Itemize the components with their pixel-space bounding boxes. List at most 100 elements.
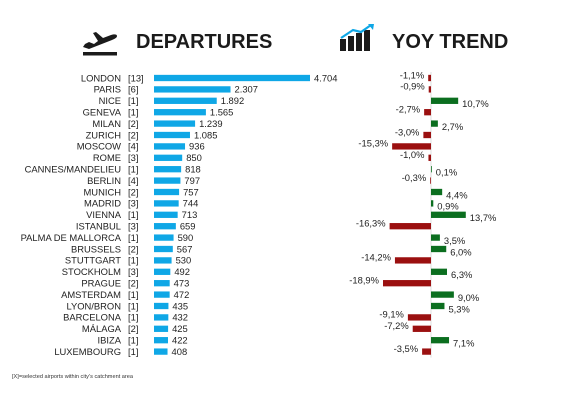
yoy-value-label: 6,3%: [451, 269, 472, 280]
departures-bar: [154, 314, 169, 321]
yoy-value-label: -0,3%: [402, 172, 427, 183]
departures-value-label: 425: [172, 323, 188, 334]
yoy-bar: [428, 74, 431, 82]
departures-value-label: 408: [172, 346, 188, 357]
city-label: BARCELONA: [63, 312, 122, 323]
departures-value-label: 659: [180, 221, 196, 232]
airport-count-label: [1]: [128, 209, 138, 220]
departures-bar: [154, 280, 170, 287]
airport-count-label: [2]: [128, 278, 138, 289]
departures-value-label: 432: [172, 312, 188, 323]
departures-bar: [154, 268, 171, 275]
yoy-bar: [431, 200, 434, 207]
airport-count-label: [1]: [128, 289, 138, 300]
departures-value-label: 713: [182, 209, 198, 220]
yoy-value-label: -16,3%: [356, 218, 386, 229]
departures-header: DEPARTURES: [136, 31, 272, 53]
airport-count-label: [1]: [128, 255, 138, 266]
city-label: LYON/BRON: [66, 300, 121, 311]
yoy-bar: [423, 131, 431, 139]
airport-count-label: [1]: [128, 232, 138, 243]
yoy-bar: [431, 211, 466, 218]
yoy-value-label: -14,2%: [361, 252, 391, 263]
airport-count-label: [1]: [128, 107, 138, 118]
city-label: LONDON: [81, 72, 121, 83]
airport-count-label: [2]: [128, 129, 138, 140]
city-label: ISTANBUL: [76, 221, 121, 232]
yoy-bar: [412, 325, 431, 332]
departures-bar: [154, 223, 176, 230]
departures-value-label: 590: [178, 232, 194, 243]
departures-bar: [154, 245, 173, 253]
yoy-value-label: -1,0%: [400, 149, 425, 160]
departures-value-label: 422: [172, 335, 188, 346]
airport-count-label: [6]: [128, 84, 138, 95]
city-label: ROME: [93, 152, 121, 163]
yoy-bar: [407, 314, 431, 321]
departures-value-label: 744: [183, 198, 199, 209]
airport-count-label: [4]: [128, 175, 138, 186]
departures-bar: [154, 177, 181, 184]
departures-value-label: 492: [174, 266, 190, 277]
yoy-value-label: -1,1%: [400, 69, 425, 80]
yoy-value-label: 9,0%: [458, 292, 479, 303]
city-label: MUNICH: [84, 186, 122, 197]
airport-count-label: [3]: [128, 152, 138, 163]
city-label: MÁLAGA: [82, 323, 122, 334]
departures-value-label: 818: [185, 164, 201, 175]
city-label: BRUSSELS: [71, 243, 121, 254]
departures-value-label: 2.307: [235, 84, 258, 95]
city-label: MADRID: [84, 198, 121, 209]
yoy-value-label: 10,7%: [462, 98, 489, 109]
city-label: AMSTERDAM: [61, 289, 121, 300]
airport-count-label: [3]: [128, 198, 138, 209]
yoy-value-label: 13,7%: [470, 212, 497, 223]
departures-value-label: 797: [184, 175, 200, 186]
departures-bar: [154, 211, 178, 218]
departures-bar: [154, 291, 170, 298]
departures-bar: [154, 109, 206, 116]
yoy-bar: [431, 291, 454, 298]
departures-bar: [154, 86, 231, 93]
yoy-value-label: 5,3%: [448, 303, 469, 314]
departures-bar: [154, 234, 174, 241]
yoy-value-label: 6,0%: [450, 246, 471, 257]
yoy-bar: [383, 280, 431, 287]
departures-bar: [154, 154, 183, 161]
departures-bar: [154, 337, 168, 344]
yoy-value-label: -0,9%: [400, 81, 425, 92]
yoy-bar: [422, 348, 431, 355]
airport-count-label: [1]: [128, 164, 138, 175]
departures-value-label: 1.239: [199, 118, 222, 129]
yoy-value-label: 3,5%: [444, 235, 465, 246]
yoy-bar: [431, 188, 443, 196]
city-label: PALMA DE MALLORCA: [21, 232, 122, 243]
airport-count-label: [3]: [128, 266, 138, 277]
airport-count-label: [1]: [128, 95, 138, 106]
departures-bar: [154, 143, 186, 150]
city-label: NICE: [99, 95, 121, 106]
yoy-bar: [430, 177, 431, 184]
airport-count-label: [1]: [128, 346, 138, 357]
departures-bar: [154, 325, 169, 332]
yoy-value-label: -7,2%: [384, 320, 409, 331]
yoy-header: YOY TREND: [392, 31, 508, 53]
departures-bar: [154, 348, 168, 355]
city-label: CANNES/MANDELIEU: [25, 164, 122, 175]
city-label: STUTTGART: [65, 255, 121, 266]
departures-bar: [154, 200, 179, 207]
yoy-bar: [431, 302, 445, 310]
airport-count-label: [1]: [128, 300, 138, 311]
yoy-bar: [428, 86, 431, 93]
airport-count-label: [13]: [128, 72, 144, 83]
city-label: MILAN: [92, 118, 121, 129]
departures-value-label: 530: [176, 255, 192, 266]
airport-count-label: [1]: [128, 312, 138, 323]
departures-bar: [154, 188, 180, 196]
airport-count-label: [1]: [128, 335, 138, 346]
airport-count-label: [4]: [128, 141, 138, 152]
yoy-bar: [431, 245, 447, 253]
yoy-bar: [431, 234, 440, 241]
yoy-bar: [431, 166, 432, 173]
